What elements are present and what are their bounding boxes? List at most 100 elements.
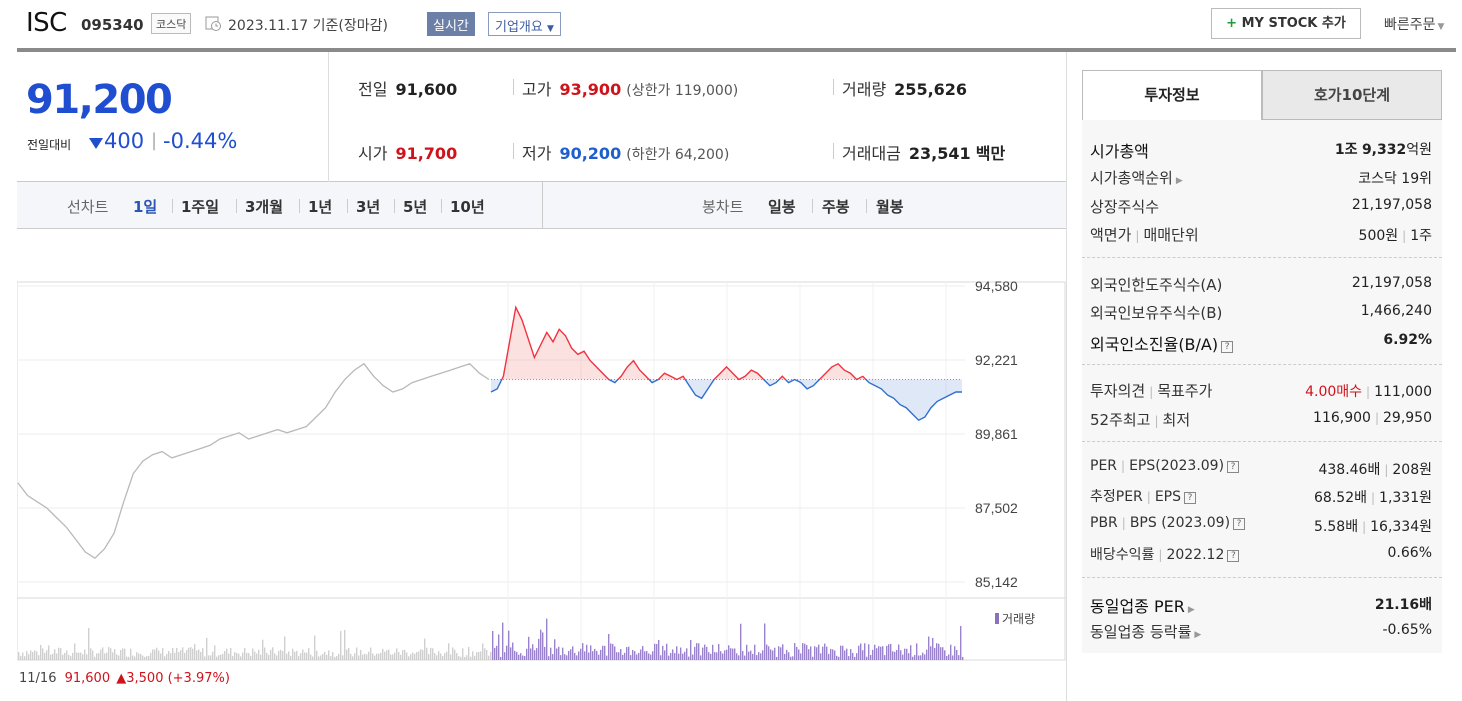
volume-bar [408,656,410,660]
sector-per-row[interactable]: 동일업종 PER ▶ 21.16배 [1090,593,1432,617]
volume-bar [476,652,478,660]
y-tick-label: 92,221 [975,352,1018,368]
help-icon[interactable]: ? [1227,461,1240,473]
group-divider [1082,441,1442,442]
volume-bar [76,652,78,660]
high-value: 93,900 [559,80,622,99]
tab-5year[interactable]: 5년 [403,198,428,216]
volume-bar [682,653,684,660]
tab-monthly-candle[interactable]: 월봉 [876,198,904,216]
volume-bar [178,652,180,660]
volume-bar [570,649,572,660]
volume-bar [686,648,688,660]
volume-bar [552,654,554,660]
market-cap-rank-row[interactable]: 시가총액순위 ▶ 코스닥 19위 [1090,167,1432,189]
week52-value-wrap: 116,900 | 29,950 [1313,410,1432,426]
tab-investment-info[interactable]: 투자정보 [1082,70,1262,120]
volume-bar [584,651,586,660]
volume-bar [490,651,492,660]
volume-bar [878,646,880,660]
volume-bar [812,656,814,660]
volume-bar [950,644,952,660]
volume-bar [492,630,494,660]
volume-bar [942,647,944,660]
volume-bar [360,649,362,660]
volume-bar [560,655,562,660]
volume-bar [130,648,132,660]
tab-weekly-candle[interactable]: 주봉 [822,198,850,216]
volume-bar [654,643,656,660]
volume-bar [902,654,904,660]
volume-bar [550,647,552,660]
sector-per-label-wrap: 동일업종 PER ▶ [1090,593,1195,617]
realtime-button[interactable]: 실시간 [427,12,475,36]
tab-orderbook-10[interactable]: 호가10단계 [1262,70,1442,120]
help-icon[interactable]: ? [1184,492,1197,504]
volume-bar [572,646,574,660]
tab-1week[interactable]: 1주일 [181,198,220,216]
volume-bar [640,649,642,660]
sector-rate-label-wrap: 동일업종 등락률 ▶ [1090,621,1201,642]
divider [833,143,834,159]
volume-bar [438,651,440,660]
volume-bar [20,655,22,660]
volume-bar [90,648,92,660]
volume-bar [910,645,912,660]
volume-bar [42,648,44,660]
volume-bar [184,652,186,660]
volume-bar [88,628,90,660]
volume-bar [890,643,892,660]
volume-bar [554,639,556,660]
volume-bar [580,648,582,660]
help-icon[interactable]: ? [1221,341,1234,353]
volume-bar [62,654,64,660]
volume-bar [736,653,738,660]
sector-rate-row[interactable]: 동일업종 등락률 ▶ -0.65% [1090,621,1432,643]
divider [513,143,514,159]
week52-label-wrap: 52주최고 | 최저 [1090,411,1191,429]
tab-1day[interactable]: 1일 [133,198,158,216]
volume-bar [180,650,182,660]
volume-bar [784,653,786,660]
tab-daily-candle[interactable]: 일봉 [768,198,796,216]
help-icon[interactable]: ? [1227,550,1240,562]
tab-3year[interactable]: 3년 [356,198,381,216]
volume-bar [228,653,230,660]
volume-bar [714,652,716,660]
tab-3month[interactable]: 3개월 [245,198,284,216]
tab-1year[interactable]: 1년 [308,198,333,216]
quick-order-dropdown[interactable]: 빠른주문 ▼ [1384,14,1444,34]
sector-per-value: 21.16배 [1374,597,1432,613]
volume-bar [780,647,782,660]
volume-bar [852,652,854,660]
market-cap-unit: 억원 [1406,142,1432,158]
volume-bar [788,652,790,660]
low-label: 저가 [522,144,552,163]
prev-day-series [17,362,490,560]
volume-bar [718,644,720,660]
help-icon[interactable]: ? [1233,518,1246,530]
volume-bar [216,656,218,660]
volume-bar [192,648,194,660]
my-stock-add-button[interactable]: + MY STOCK 추가 [1211,8,1361,39]
volume-bar [300,653,302,660]
volume-bar [506,645,508,660]
volume-bar [674,653,676,660]
volume-bar [270,649,272,660]
corp-info-dropdown[interactable]: 기업개요 ▼ [488,12,561,36]
tab-10year[interactable]: 10년 [450,198,485,216]
volume-bar [574,652,576,660]
volume-bar [236,652,238,660]
volume-bar [158,650,160,660]
volume-bar [256,653,258,660]
volume-bar [704,644,706,660]
volume-bar [386,650,388,660]
volume-bar [692,654,694,660]
volume-bar [832,649,834,660]
volume-bar [268,654,270,660]
volume-bar [466,655,468,660]
prev-close-label: 전일 [358,80,388,99]
volume-bar [816,647,818,660]
volume-bar [156,647,158,660]
